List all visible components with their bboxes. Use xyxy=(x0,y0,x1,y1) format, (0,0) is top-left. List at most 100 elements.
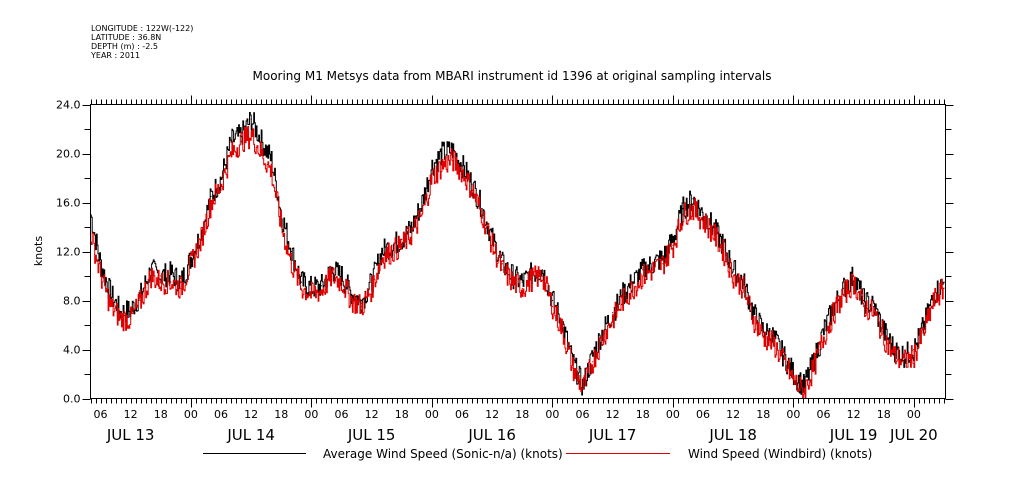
data-point-average xyxy=(592,355,594,357)
data-point-windbird xyxy=(873,312,875,314)
data-point-windbird xyxy=(863,306,865,308)
x-tick-label: 00 xyxy=(786,408,800,421)
data-point-windbird xyxy=(893,355,895,357)
x-axis: 06 12 18 00 06 12 18 00 06 12 18 00 06 12 18 00 06 12 18 00… xyxy=(91,95,945,444)
data-point-windbird xyxy=(571,367,574,369)
metadata-longitude: LONGITUDE : 122W(-122) xyxy=(91,24,193,33)
data-point-windbird xyxy=(270,171,272,173)
data-point-windbird xyxy=(652,269,654,271)
data-point-average xyxy=(431,165,433,167)
data-point-average xyxy=(782,355,784,357)
data-point-average xyxy=(381,250,383,253)
data-point-average xyxy=(150,269,152,271)
data-point-windbird xyxy=(822,336,825,338)
data-point-windbird xyxy=(531,277,533,279)
data-point-average xyxy=(180,281,182,283)
data-point-windbird xyxy=(903,361,905,363)
data-point-windbird xyxy=(843,293,845,295)
x-tick-label: 18 xyxy=(395,408,409,421)
data-point-windbird xyxy=(612,318,614,320)
data-point-average xyxy=(943,281,945,283)
x-tick-label: 00 xyxy=(184,408,198,421)
data-point-windbird xyxy=(451,159,453,161)
x-tick-label: 00 xyxy=(304,408,318,421)
y-axis-label: knots xyxy=(32,236,45,266)
data-point-windbird xyxy=(662,263,664,265)
data-point-average xyxy=(863,299,865,302)
x-day-label: JUL 17 xyxy=(588,426,637,444)
x-tick-label: 18 xyxy=(636,408,650,421)
series-group xyxy=(89,112,945,399)
x-tick-label: 00 xyxy=(666,408,680,421)
data-point-windbird xyxy=(511,281,513,283)
data-point-windbird xyxy=(792,379,795,381)
y-tick-label: 0.0 xyxy=(63,393,81,406)
metadata-depth: DEPTH (m) : -2.5 xyxy=(91,42,158,51)
data-point-windbird xyxy=(401,244,403,246)
data-point-windbird xyxy=(230,152,232,155)
data-point-windbird xyxy=(802,391,805,393)
data-point-average xyxy=(340,275,343,277)
data-point-windbird xyxy=(110,306,112,308)
data-point-average xyxy=(471,183,473,185)
data-point-average xyxy=(220,177,222,179)
data-point-windbird xyxy=(300,287,302,289)
legend-label-windbird: Wind Speed (Windbird) (knots) xyxy=(688,447,872,461)
x-tick-label: 12 xyxy=(726,408,740,421)
x-tick-label: 00 xyxy=(425,408,439,421)
data-point-windbird xyxy=(190,263,192,265)
data-point-average xyxy=(300,281,302,283)
data-point-average xyxy=(762,330,764,332)
data-point-windbird xyxy=(672,244,674,246)
y-tick-label: 12.0 xyxy=(56,246,81,259)
data-point-windbird xyxy=(551,306,554,308)
x-tick-label: 06 xyxy=(455,408,469,421)
y-tick-label: 16.0 xyxy=(56,197,81,210)
data-point-windbird xyxy=(99,275,102,277)
data-point-windbird xyxy=(220,183,222,185)
data-point-windbird xyxy=(260,152,262,155)
data-point-windbird xyxy=(250,134,252,136)
data-point-windbird xyxy=(883,336,885,338)
y-axis: 0.0 4.0 8.0 12.0 16.0 20.0 24.0 xyxy=(56,99,954,406)
data-point-windbird xyxy=(923,330,925,332)
data-point-average xyxy=(461,165,463,167)
x-tick-label: 12 xyxy=(606,408,620,421)
data-point-average xyxy=(682,208,684,210)
data-point-windbird xyxy=(431,177,433,179)
data-point-windbird xyxy=(340,281,343,283)
data-point-average xyxy=(170,273,172,275)
data-point-windbird xyxy=(330,275,333,277)
data-point-windbird xyxy=(692,208,694,210)
x-tick-label: 18 xyxy=(274,408,288,421)
data-point-windbird xyxy=(722,250,724,253)
data-point-windbird xyxy=(160,281,162,283)
data-point-windbird xyxy=(471,189,473,191)
data-point-average xyxy=(822,330,825,332)
data-point-windbird xyxy=(581,388,584,390)
data-point-windbird xyxy=(120,318,122,320)
data-point-windbird xyxy=(361,306,363,308)
data-point-average xyxy=(702,214,704,216)
data-point-average xyxy=(923,324,925,326)
data-point-windbird xyxy=(913,355,915,357)
data-point-average xyxy=(110,293,112,295)
x-day-label: JUL 19 xyxy=(829,426,878,444)
data-point-average xyxy=(732,269,734,271)
x-tick-label: 06 xyxy=(214,408,228,421)
x-tick-label: 18 xyxy=(154,408,168,421)
data-point-windbird xyxy=(481,214,483,216)
x-tick-label: 18 xyxy=(877,408,891,421)
data-point-windbird xyxy=(200,238,202,240)
data-point-average xyxy=(873,306,875,308)
data-point-windbird xyxy=(280,226,282,228)
data-point-windbird xyxy=(150,275,152,277)
metadata-block: LONGITUDE : 122W(-122) LATITUDE : 36.8N … xyxy=(90,24,193,60)
data-point-average xyxy=(421,201,423,204)
data-point-windbird xyxy=(381,257,383,259)
data-point-windbird xyxy=(561,330,564,332)
data-point-average xyxy=(551,299,554,302)
legend: Average Wind Speed (Sonic-n/a) (knots) W… xyxy=(203,447,872,461)
data-point-windbird xyxy=(832,312,835,314)
data-point-average xyxy=(290,250,292,253)
